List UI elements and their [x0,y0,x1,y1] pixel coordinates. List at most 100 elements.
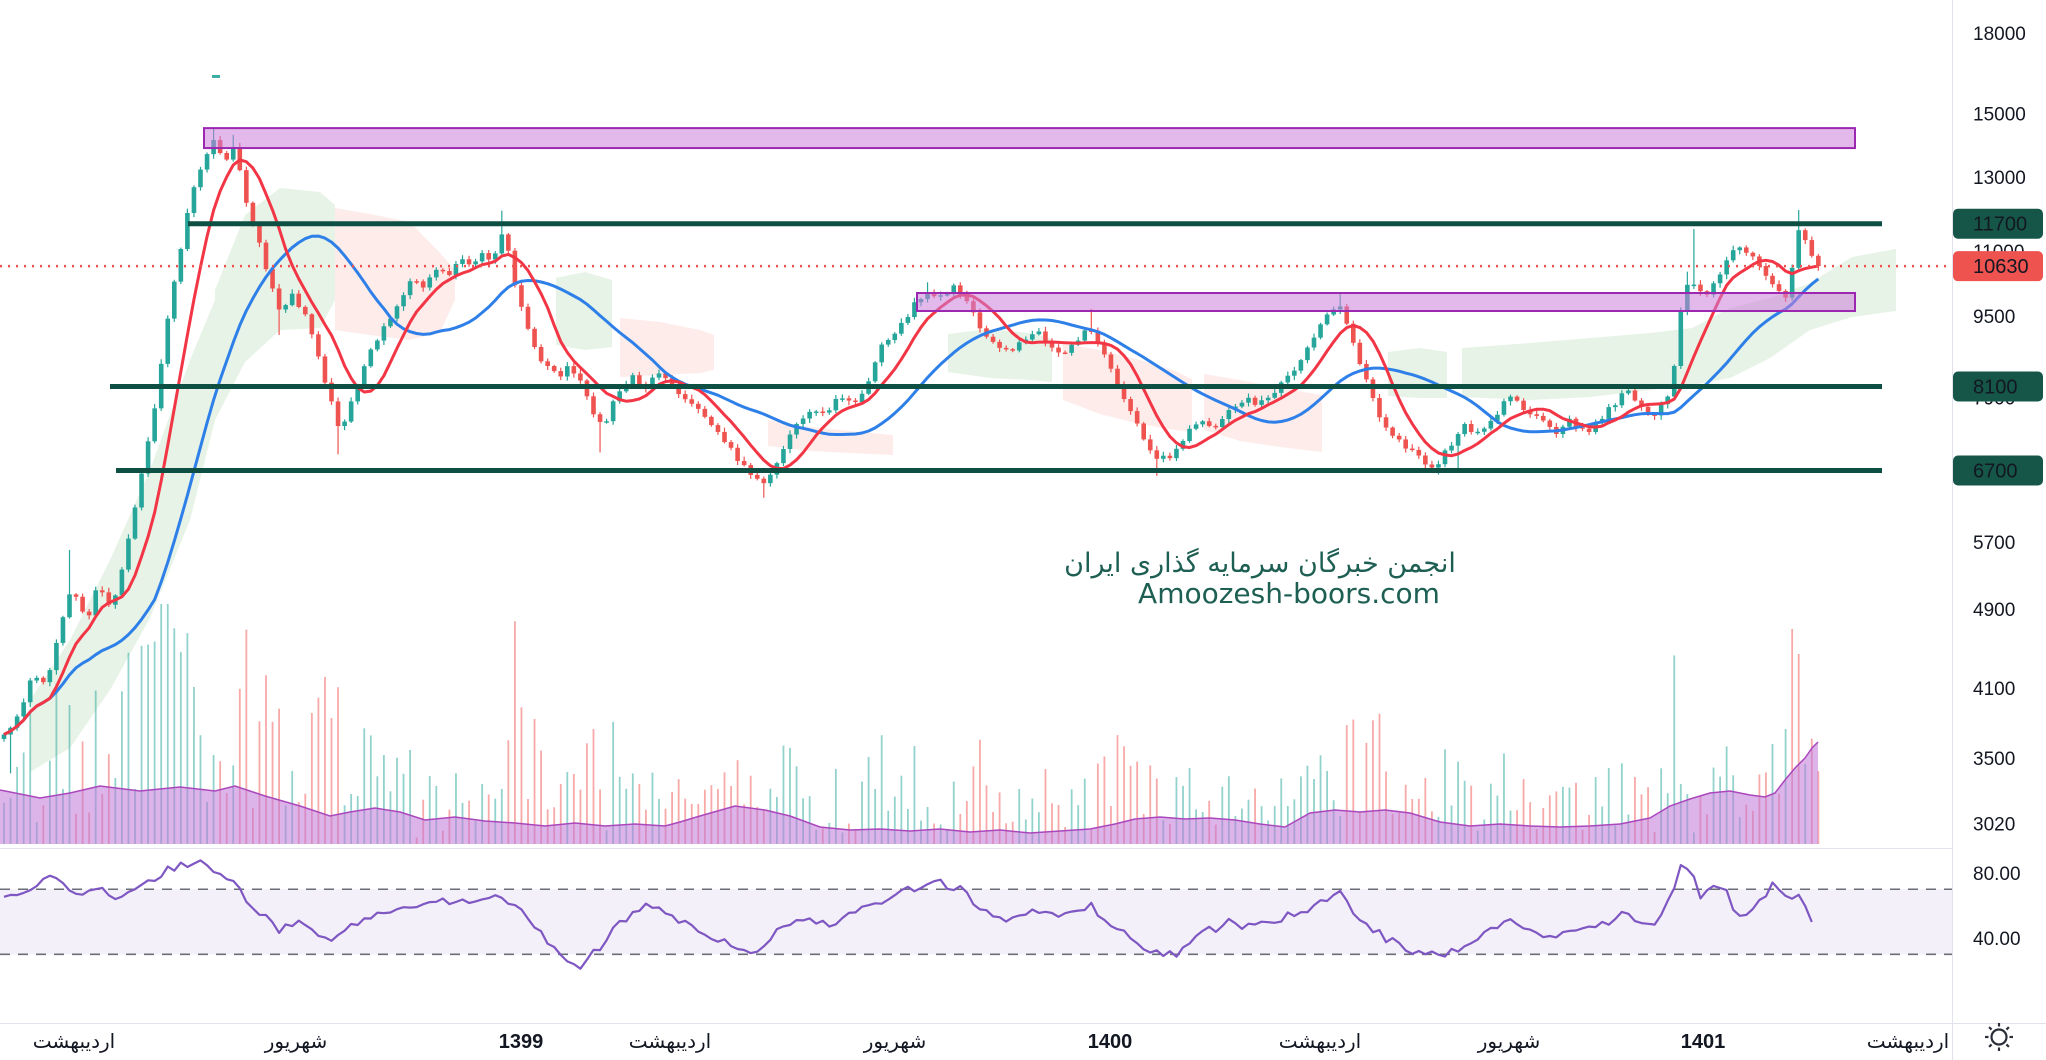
candle-body [14,716,20,728]
volume-bar [153,641,156,844]
candle-body [1789,267,1795,298]
ichimoku-cloud [1204,374,1322,452]
candle-body [1619,393,1625,406]
volume-bar [1254,788,1256,844]
candle-body [682,394,688,400]
volume-bar [1096,763,1099,844]
volume-bar [533,718,536,844]
sun-icon[interactable] [1985,1023,2013,1051]
time-axis-label[interactable]: 1399 [499,1031,544,1053]
volume-bar [1227,776,1230,844]
volume-bar [1352,719,1355,844]
candle-body [1482,428,1487,432]
time-axis-label[interactable]: شهریور [1477,1029,1541,1053]
rsi-tick-label: 40.00 [1973,929,2021,950]
rsi-pane[interactable] [0,859,1952,970]
time-axis-label[interactable]: شهریور [264,1029,328,1053]
price-axis[interactable]: 1800015000130001100095007900570049004100… [1953,24,2043,950]
volume-bar [1496,795,1499,844]
candle-body [1200,421,1205,425]
time-axis-label[interactable]: اردیبهشت [629,1029,711,1053]
candle-body [1396,435,1402,440]
candle-body [492,253,498,260]
price-tick-label: 18000 [1973,24,2026,45]
volume-bar [1562,786,1564,844]
volume-bar [402,773,405,844]
volume-bar [1470,785,1473,844]
level-badge [1953,371,2043,402]
volume-bar [514,621,516,844]
candle-body [1062,352,1068,354]
candle-body [545,361,550,367]
candle-body [1016,342,1022,351]
volume-bar [1221,786,1224,844]
candle-body [54,642,59,671]
candle-body [813,411,819,414]
time-axis-label[interactable]: 1401 [1681,1031,1726,1053]
candle-body [1121,384,1127,400]
candle-body [1082,330,1088,341]
candle-body [394,306,400,319]
candle-body [1318,324,1323,338]
candle-body [512,250,518,286]
price-tick-label: 5700 [1973,533,2015,554]
candle-body [1429,464,1435,468]
ichimoku-cloud [620,318,714,377]
candle-body [414,281,419,283]
volume-bar [186,633,189,844]
candle-body [1115,368,1120,385]
candle-body [1324,314,1330,325]
candle-body [93,590,98,616]
candle-body [800,418,806,424]
volume-bar [1182,785,1184,844]
volume-bar [1489,783,1492,844]
candle-body [1475,431,1481,434]
time-axis-label[interactable]: 1400 [1088,1031,1133,1053]
volume-bar [1444,749,1446,844]
time-axis-label[interactable]: شهریور [863,1029,927,1053]
volume-bar [121,691,123,844]
candle-body [977,312,983,329]
candle-body [473,261,478,265]
candle-body [1455,434,1461,446]
volume-bar [1024,819,1027,844]
candle-body [1409,448,1415,451]
candle-body [86,611,92,616]
current-price-label: 10630 [1973,256,2029,278]
price-tick-label: 3020 [1973,814,2015,835]
volume-bar [998,792,1001,844]
candle-body [1423,455,1428,465]
time-axis-label[interactable]: اردیبهشت [33,1029,115,1053]
volume-bar [965,801,968,844]
volume-bar [1083,778,1086,844]
volume-bar [1044,769,1047,844]
volume-bar [782,745,785,844]
candle-body [1671,365,1677,397]
time-axis-label[interactable]: اردیبهشت [1867,1029,1949,1053]
candle-body [342,421,347,427]
candle-body [1501,401,1507,415]
volume-bar [179,652,182,844]
candle-body [1226,410,1232,420]
time-axis[interactable]: اردیبهشت شهریور 1399 اردیبهشت شهریور 1400 اردی… [33,1029,1949,1053]
volume-bar [874,789,877,844]
candle-body [794,423,799,435]
volume-bar [455,773,457,844]
candle-body [1711,283,1716,295]
candle-body [47,670,53,683]
volume-bar [1575,782,1577,844]
candle-body [1056,347,1061,353]
volume-bar [1280,778,1283,844]
volume-bar [1503,753,1505,844]
volume-bar [1155,778,1158,844]
candle-body [466,259,472,265]
price-pane[interactable] [0,75,1950,844]
candle-body [329,382,334,402]
candle-body [1586,428,1592,433]
candle-body [427,277,433,288]
candle-body [198,169,203,188]
price-tick-label: 13000 [1973,168,2026,189]
time-axis-label[interactable]: اردیبهشت [1279,1029,1361,1053]
candle-body [519,285,524,307]
